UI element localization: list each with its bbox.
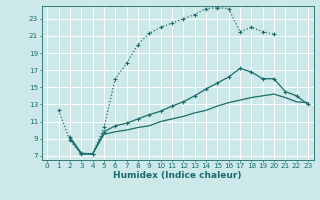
X-axis label: Humidex (Indice chaleur): Humidex (Indice chaleur) xyxy=(113,171,242,180)
